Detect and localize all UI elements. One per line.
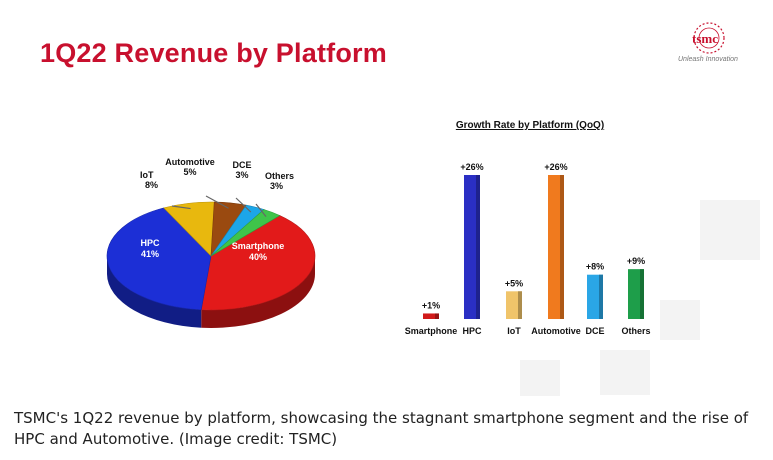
bar-chart-title: Growth Rate by Platform (QoQ) bbox=[455, 120, 605, 131]
logo-tagline: Unleash Innovation bbox=[678, 56, 738, 63]
bar-value-label: +26% bbox=[460, 162, 483, 172]
background-decoration bbox=[600, 350, 650, 395]
company-logo: tsmc Unleash Innovation bbox=[672, 20, 762, 70]
bar-category-label: DCE bbox=[585, 326, 604, 336]
bar-category-label: Automotive bbox=[531, 326, 581, 336]
pie-slice-label: HPC bbox=[140, 238, 160, 248]
bar-shade bbox=[599, 274, 603, 319]
pie-slice bbox=[106, 207, 212, 311]
pie-slice-label: Smartphone bbox=[232, 241, 285, 251]
pie-slice-value: 8% bbox=[145, 180, 158, 190]
slide: 1Q22 Revenue by Platform tsmc Unleash In… bbox=[40, 20, 762, 396]
bar-category-label: HPC bbox=[462, 326, 482, 336]
bar-shade bbox=[640, 269, 644, 319]
bar-shade bbox=[518, 291, 522, 319]
bar-chart: +1% Smartphone +26% HPC +5% IoT +26% Automotive… bbox=[405, 162, 651, 336]
pie-slice-side bbox=[107, 256, 202, 328]
pie-slice-label: Others bbox=[265, 171, 294, 181]
background-decoration bbox=[660, 300, 700, 340]
pie-chart: Smartphone40%HPC41%IoT8%Automotive5%DCE3… bbox=[106, 157, 316, 328]
pie-slice-label: DCE bbox=[232, 160, 251, 170]
pie-slice-label: Automotive bbox=[165, 157, 215, 167]
logo-text: tsmc bbox=[692, 31, 718, 46]
slide-title: 1Q22 Revenue by Platform bbox=[40, 38, 387, 68]
bar-category-label: Others bbox=[621, 326, 650, 336]
pie-leader-line bbox=[205, 195, 229, 209]
bar-value-label: +1% bbox=[422, 300, 440, 310]
pie-slice bbox=[210, 209, 281, 257]
pie-slice-value: 3% bbox=[235, 170, 248, 180]
background-decoration bbox=[520, 360, 560, 396]
image-caption: TSMC's 1Q22 revenue by platform, showcas… bbox=[14, 409, 749, 448]
bar-value-label: +26% bbox=[544, 162, 567, 172]
bar-shade bbox=[476, 175, 480, 319]
bar-category-label: Smartphone bbox=[405, 326, 458, 336]
pie-leader-line bbox=[255, 203, 267, 218]
pie-slice-value: 3% bbox=[270, 181, 283, 191]
bar bbox=[423, 313, 439, 319]
bar-value-label: +8% bbox=[586, 262, 604, 272]
pie-slice-value: 41% bbox=[141, 249, 159, 259]
logo-emblem-icon bbox=[693, 22, 725, 54]
pie-slice-value: 40% bbox=[249, 252, 267, 262]
bar-category-label: IoT bbox=[507, 326, 521, 336]
pie-slice-side bbox=[201, 256, 315, 328]
pie-slice-value: 5% bbox=[183, 167, 196, 177]
bar-shade bbox=[560, 175, 564, 319]
background-decoration bbox=[700, 200, 760, 260]
pie-slice bbox=[200, 215, 316, 311]
pie-leader-line bbox=[171, 205, 191, 210]
pie-leader-line bbox=[235, 197, 252, 213]
bar-shade bbox=[435, 313, 439, 319]
pie-slice-label: IoT bbox=[140, 170, 154, 180]
bar-value-label: +5% bbox=[505, 278, 523, 288]
bar-value-label: +9% bbox=[627, 256, 645, 266]
